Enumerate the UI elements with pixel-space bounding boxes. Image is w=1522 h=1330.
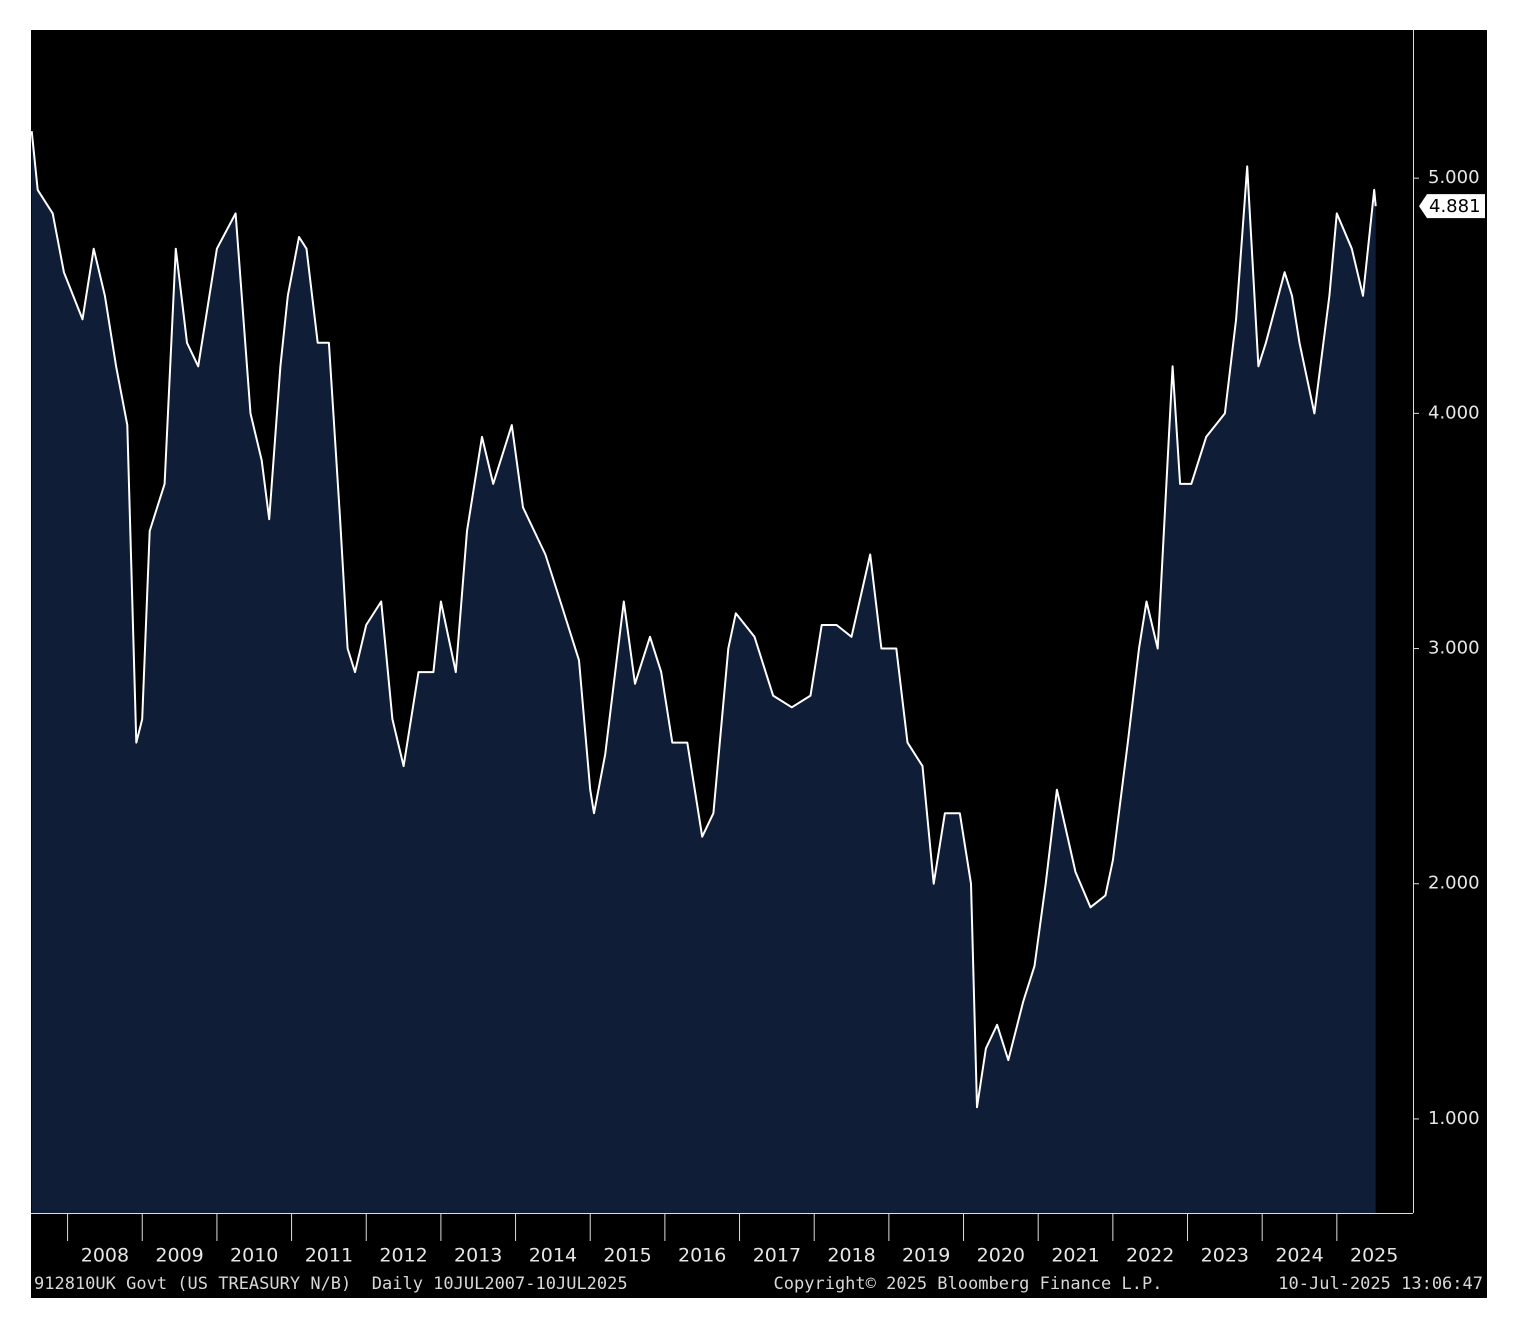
y-tick-label: 1.000 bbox=[1428, 1108, 1480, 1129]
x-tick-label: 2018 bbox=[827, 1245, 875, 1267]
x-tick-label: 2015 bbox=[603, 1245, 651, 1267]
x-tick-label: 2016 bbox=[678, 1245, 726, 1267]
footer-center: Copyright© 2025 Bloomberg Finance L.P. bbox=[774, 1274, 1163, 1294]
x-tick-label: 2009 bbox=[155, 1245, 203, 1267]
area-fill bbox=[31, 131, 1376, 1214]
y-tick-label: 4.000 bbox=[1428, 402, 1480, 423]
footer-right: 10-Jul-2025 13:06:47 bbox=[1278, 1274, 1483, 1294]
x-tick-label: 2014 bbox=[529, 1245, 577, 1267]
x-tick-label: 2013 bbox=[454, 1245, 502, 1267]
x-tick-label: 2020 bbox=[977, 1245, 1025, 1267]
y-tick-label: 5.000 bbox=[1428, 167, 1480, 188]
x-tick-label: 2023 bbox=[1201, 1245, 1249, 1267]
x-tick-label: 2024 bbox=[1275, 1245, 1323, 1267]
line bbox=[30, 130, 1377, 1109]
x-tick-label: 2012 bbox=[379, 1245, 427, 1267]
x-tick-label: 2010 bbox=[230, 1245, 278, 1267]
y-tick-label: 2.000 bbox=[1428, 873, 1480, 894]
x-tick-label: 2011 bbox=[305, 1245, 353, 1267]
last-value-label: 4.881 bbox=[1429, 196, 1481, 217]
x-tick-label: 2022 bbox=[1126, 1245, 1174, 1267]
x-tick-label: 2019 bbox=[902, 1245, 950, 1267]
x-tick-label: 2017 bbox=[753, 1245, 801, 1267]
x-tick-label: 2021 bbox=[1051, 1245, 1099, 1267]
last-value-tag bbox=[1419, 194, 1485, 219]
x-tick-label: 2008 bbox=[81, 1245, 129, 1267]
y-tick-label: 3.000 bbox=[1428, 638, 1480, 659]
x-tick-label: 2025 bbox=[1350, 1245, 1398, 1267]
footer-left: 912810UK Govt (US TREASURY N/B) Daily 10… bbox=[34, 1274, 628, 1294]
